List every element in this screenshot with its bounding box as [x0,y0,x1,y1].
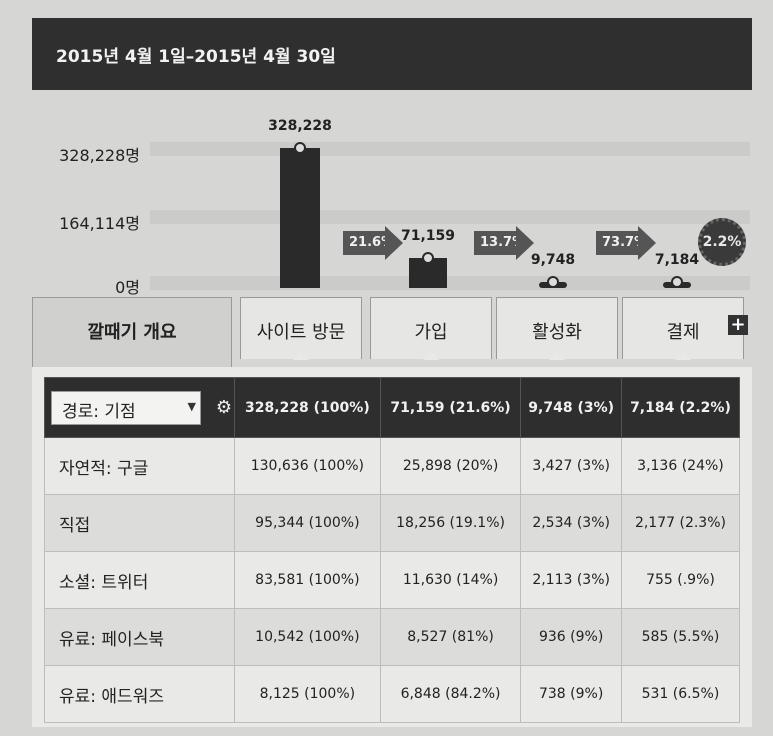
bar-marker-icon [671,276,683,288]
table-cell: 8,527 (81%) [379,608,522,666]
row-label: 직접 [44,494,235,552]
table-cell: 3,427 (3%) [520,437,622,495]
path-select-cell: 경로: 기점 ▼ ⚙ [44,377,235,438]
date-range-header: 2015년 4월 1일–2015년 4월 30일 [32,18,752,90]
funnel-tabs: 깔때기 개요 사이트 방문 가입 활성화 결제 + [32,297,752,369]
grid-band [150,210,750,224]
gear-icon[interactable]: ⚙ [215,397,233,418]
header-total-payment: 7,184 (2.2%) [620,377,741,438]
tab-site-visit[interactable]: 사이트 방문 [240,297,362,360]
breakdown-table: 경로: 기점 ▼ ⚙ 328,228 (100%) 71,159 (21.6%)… [44,377,741,723]
table-cell: 738 (9%) [520,665,622,723]
table-cell: 755 (.9%) [620,551,741,609]
table-cell: 2,534 (3%) [520,494,622,552]
table-header-row: 경로: 기점 ▼ ⚙ 328,228 (100%) 71,159 (21.6%)… [44,377,741,438]
tab-activation[interactable]: 활성화 [496,297,618,360]
y-axis-label-max: 328,228명 [59,146,140,165]
tab-label: 사이트 방문 [256,322,346,343]
table-row[interactable]: 직접 95,344 (100%) 18,256 (19.1%) 2,534 (3%) 2… [44,494,741,552]
date-range-title: 2015년 4월 1일–2015년 4월 30일 [56,47,336,67]
table-cell: 2,177 (2.3%) [620,494,741,552]
bar-value-label: 328,228 [268,118,332,134]
arrow-head-icon [638,226,656,260]
tab-signup[interactable]: 가입 [370,297,492,360]
table-cell: 6,848 (84.2%) [379,665,522,723]
y-axis-label-mid: 164,114명 [59,214,140,233]
tab-pointer-icon [293,352,309,360]
row-label: 소셜: 트위터 [44,551,235,609]
table-cell: 95,344 (100%) [234,494,381,552]
tab-pointer-icon [549,352,565,360]
table-cell: 25,898 (20%) [379,437,522,495]
bar-marker-icon [294,142,306,154]
table-cell: 18,256 (19.1%) [379,494,522,552]
bar-value-label: 7,184 [654,252,700,268]
conversion-arrow-1: 21.6% [343,226,403,260]
grid-band [150,142,750,156]
table-cell: 11,630 (14%) [379,551,522,609]
row-label: 자연적: 구글 [44,437,235,495]
table-cell: 2,113 (3%) [520,551,622,609]
dropdown-arrow-icon: ▼ [187,399,196,413]
table-row[interactable]: 유료: 애드워즈 8,125 (100%) 6,848 (84.2%) 738 (9%… [44,665,741,723]
tab-payment[interactable]: 결제 [622,297,744,360]
tab-label: 결제 [666,322,700,343]
row-label: 유료: 페이스북 [44,608,235,666]
row-label: 유료: 애드워즈 [44,665,235,723]
header-total-signup: 71,159 (21.6%) [379,377,522,438]
bar-value-label: 71,159 [400,228,456,244]
table-cell: 8,125 (100%) [234,665,381,723]
path-select-value: 경로: 기점 [62,401,136,422]
add-step-button[interactable]: + [728,315,748,335]
bar-marker-icon [422,252,434,264]
conversion-rate-1: 21.6% [343,231,394,255]
conversion-rate-2: 13.7% [474,231,525,255]
table-row[interactable]: 유료: 페이스북 10,542 (100%) 8,527 (81%) 936 (9%)… [44,608,741,666]
table-cell: 585 (5.5%) [620,608,741,666]
conversion-rate-3: 73.7% [596,231,647,255]
table-cell: 130,636 (100%) [234,437,381,495]
tab-funnel-overview[interactable]: 깔때기 개요 [32,297,232,369]
funnel-chart: 328,228명 164,114명 0명 328,228 71,159 9,748 7… [0,90,773,297]
table-cell: 531 (6.5%) [620,665,741,723]
tab-label: 활성화 [532,322,582,343]
table-row[interactable]: 소셜: 트위터 83,581 (100%) 11,630 (14%) 2,113 (3… [44,551,741,609]
bar-marker-icon [547,276,559,288]
arrow-head-icon [385,226,403,260]
table-row[interactable]: 자연적: 구글 130,636 (100%) 25,898 (20%) 3,427 (… [44,437,741,495]
tab-pointer-icon [423,352,439,360]
conversion-arrow-2: 13.7% [474,226,534,260]
table-cell: 936 (9%) [520,608,622,666]
table-cell: 3,136 (24%) [620,437,741,495]
overall-conversion-badge: 2.2% [698,218,746,266]
table-cell: 83,581 (100%) [234,551,381,609]
plus-icon: + [730,314,746,335]
tab-pointer-icon [675,352,691,360]
bar-value-label: 9,748 [530,252,576,268]
grid-band [150,276,750,290]
conversion-arrow-3: 73.7% [596,226,656,260]
tab-label: 가입 [414,322,448,343]
y-axis-label-zero: 0명 [115,278,140,297]
arrow-head-icon [516,226,534,260]
tab-label: 깔때기 개요 [87,322,177,343]
funnel-bar[interactable] [280,148,320,288]
path-select[interactable]: 경로: 기점 ▼ [51,390,201,425]
header-total-site-visit: 328,228 (100%) [234,377,381,438]
funnel-breakdown-panel: 경로: 기점 ▼ ⚙ 328,228 (100%) 71,159 (21.6%)… [32,367,752,727]
header-total-activation: 9,748 (3%) [520,377,622,438]
table-cell: 10,542 (100%) [234,608,381,666]
